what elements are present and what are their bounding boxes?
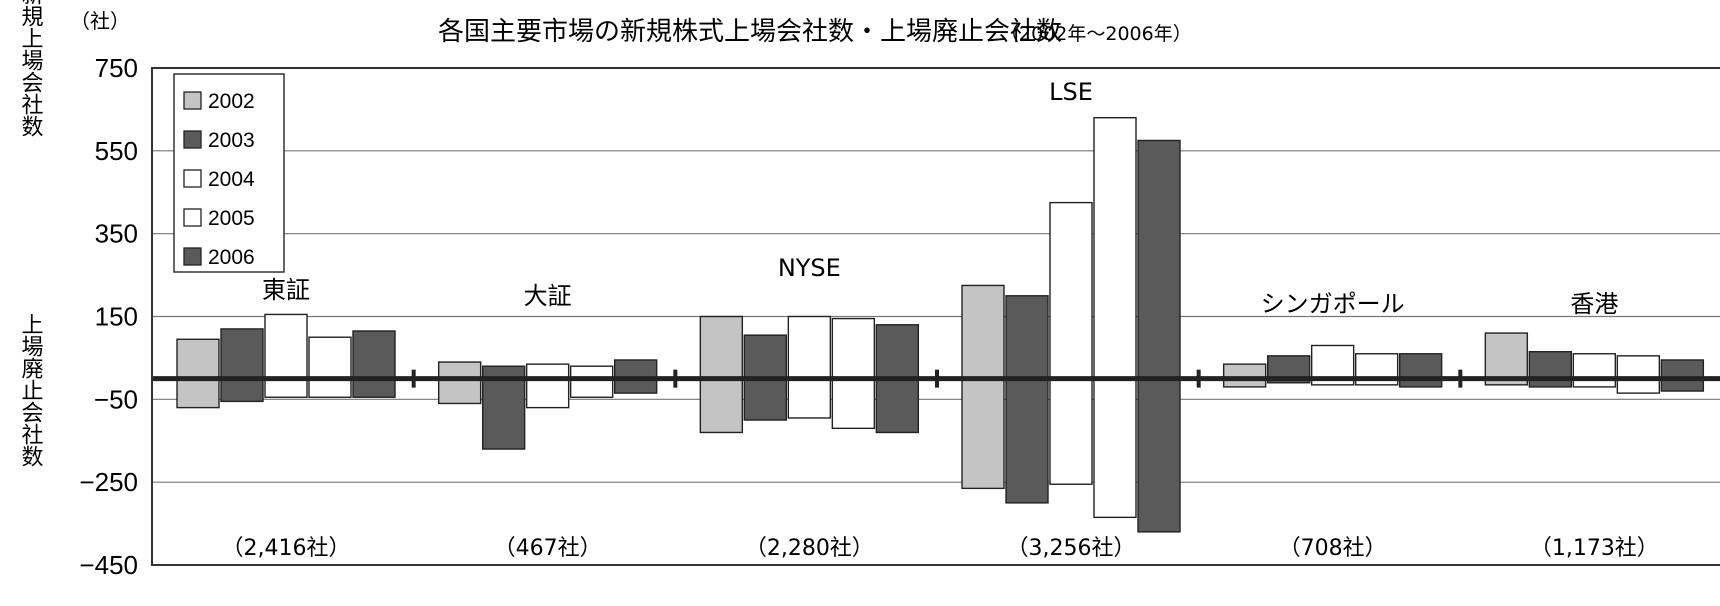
group-separator [1458,369,1463,388]
group-separator [935,369,939,388]
bar-new-listing [1005,295,1049,380]
bar-delisting [525,377,570,409]
bar-delisting [220,377,264,403]
bar-new-listing [1137,139,1181,380]
bar-new-listing [1398,353,1443,380]
legend-swatch [183,247,202,266]
y-tick-label: −50 [94,384,138,414]
bars [176,116,1705,533]
y-tick-label: 150 [95,302,138,332]
legend-swatch [183,208,202,227]
legend-label: 2006 [208,246,255,269]
gridlines [152,150,1720,483]
chart-subtitle: （2002年～2006年） [1000,23,1192,45]
bar-delisting [569,377,614,398]
bar-delisting [875,377,920,434]
listed-company-count: （708社） [1279,536,1387,561]
y-unit-label: （社） [70,9,130,33]
bar-delisting [1093,377,1137,519]
plot-frame [151,67,1720,566]
bar-new-listing [1528,351,1573,380]
bar-new-listing [1572,353,1617,380]
market-name: LSE [1049,78,1093,106]
bar-delisting [264,377,308,398]
bar-new-listing [308,336,352,380]
bar-new-listing [961,284,1005,380]
market-name: 香港 [1570,290,1618,318]
market-labels: 東証 （2,416社） 大証 （467社） NYSE （2,280社） LSE （3,256社… [222,78,1659,561]
legend-label: 2002 [208,90,255,113]
legend-swatch [183,169,202,188]
bar-new-listing [352,330,396,380]
bar-new-listing [831,317,876,380]
bar-new-listing [264,313,308,380]
bar-new-listing [1093,116,1137,380]
bar-new-listing [787,315,832,380]
legend-label: 2005 [208,207,255,230]
legend-swatch [183,91,202,110]
market-name: 大証 [524,282,572,310]
legend-label: 2003 [208,129,255,152]
listed-company-count: （1,173社） [1530,536,1659,561]
bar-new-listing [613,359,658,380]
bar-delisting [176,377,220,409]
bar-new-listing [875,324,920,380]
bar-new-listing [743,334,788,380]
y-tick-labels: 750 550 350 150 −50 −250 −450 [79,53,138,580]
y-label-new-listings: 新規上場会社数 [18,0,44,137]
market-name: 東証 [262,276,310,304]
zero-line [152,369,1720,388]
y-tick-label: 550 [95,136,138,166]
bar-delisting [1049,377,1093,485]
bar-delisting [1137,377,1181,533]
bar-new-listing [1049,201,1093,380]
chart-title: 各国主要市場の新規株式上場会社数・上場廃止会社数 [438,17,1062,47]
bar-delisting [1005,377,1049,504]
group-separator [1196,369,1201,388]
bar-new-listing [1616,355,1661,380]
bar-delisting [743,377,788,421]
group-separator [673,369,678,388]
listed-company-count: （3,256社） [1007,536,1136,561]
bar-new-listing [1484,332,1529,380]
market-name: シンガポール [1261,290,1405,318]
bar-new-listing [1354,353,1399,380]
bar-new-listing [699,315,744,380]
bar-new-listing [1310,344,1355,380]
listed-company-count: （2,416社） [222,536,351,561]
y-tick-label: 350 [95,219,138,249]
legend: 2002 2003 2004 2005 2006 [173,73,285,273]
y-tick-label: 750 [95,53,138,83]
market-name: NYSE [778,254,841,282]
bar-delisting [352,377,396,398]
group-separator [411,369,416,388]
bar-new-listing [1660,359,1705,380]
bar-delisting [481,377,526,450]
y-tick-label: −450 [79,550,138,580]
bar-delisting [699,377,744,434]
y-label-delistings: 上場廃止会社数 [18,313,44,467]
y-tick-label: −250 [79,467,138,497]
bar-delisting [831,377,876,430]
legend-swatch [183,130,202,149]
bar-delisting [437,377,482,405]
bar-delisting [308,377,352,398]
bar-new-listing [176,338,220,380]
bar-new-listing [220,328,264,380]
listed-company-count: （2,280社） [745,536,874,561]
bar-delisting [961,377,1005,490]
bar-new-listing [1266,355,1311,380]
bar-delisting [787,377,832,419]
listed-company-count: （467社） [494,536,602,561]
legend-label: 2004 [208,168,255,191]
